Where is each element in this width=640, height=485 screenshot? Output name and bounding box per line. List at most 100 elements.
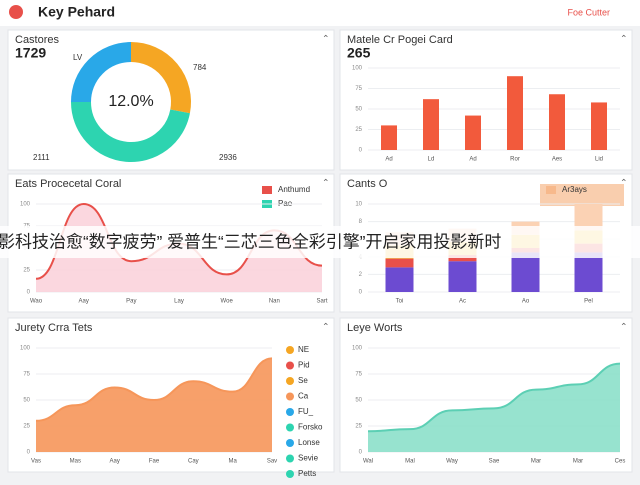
- legend-label: Sevie: [298, 454, 319, 463]
- x-tick-label: Vas: [31, 459, 41, 465]
- y-tick-label: 0: [27, 290, 31, 296]
- collapse-icon: ⌃: [620, 33, 628, 43]
- x-tick-label: Toi: [396, 299, 404, 305]
- legend-swatch: [286, 392, 294, 401]
- y-tick-label: 25: [23, 424, 30, 430]
- kpi: 1729: [15, 45, 46, 61]
- banner-bg: [0, 226, 640, 258]
- collapse-icon: ⌃: [322, 33, 330, 43]
- y-tick-label: 0: [359, 148, 363, 154]
- bar: [465, 115, 481, 150]
- area-fill: [368, 363, 620, 452]
- x-tick-label: Ad: [469, 157, 476, 163]
- bar: [549, 94, 565, 150]
- x-tick-label: Woe: [221, 299, 234, 305]
- x-tick-label: Mal: [405, 459, 415, 465]
- legend-swatch: [262, 186, 272, 194]
- panel-title: Matele Cr Pogei Card: [347, 34, 453, 46]
- x-tick-label: Nan: [269, 299, 280, 305]
- y-tick-label: 25: [355, 127, 362, 133]
- y-tick-label: 10: [355, 202, 362, 208]
- donut-annotation: LV: [73, 53, 83, 62]
- donut-center: 12.0%: [108, 93, 153, 110]
- legend-label: Forsko: [298, 423, 323, 432]
- y-tick-label: 50: [355, 398, 362, 404]
- y-tick-label: 100: [352, 66, 363, 72]
- panel-title: Jurety Crra Tets: [15, 322, 93, 334]
- y-tick-label: 75: [355, 372, 362, 378]
- donut-segment: [71, 42, 132, 103]
- legend-swatch: [286, 377, 294, 385]
- panel: [7, 29, 335, 171]
- y-tick-label: 50: [23, 398, 30, 404]
- y-tick-label: 0: [359, 450, 363, 456]
- bar-segment: [574, 252, 603, 292]
- x-tick-label: Ma: [228, 459, 237, 465]
- legend-swatch: [286, 423, 294, 432]
- legend-label: Anthumd: [278, 185, 310, 194]
- y-tick-label: 75: [23, 372, 30, 378]
- x-tick-label: Sart: [316, 299, 327, 305]
- panel-title: Eats Procecetal Coral: [15, 178, 121, 190]
- legend-swatch: [286, 408, 294, 416]
- legend-swatch: [286, 470, 294, 478]
- x-tick-label: Pel: [584, 299, 593, 305]
- x-tick-label: Ad: [385, 157, 392, 163]
- legend-swatch: [286, 346, 294, 354]
- y-tick-label: 2: [359, 272, 363, 278]
- area-fill: [36, 358, 272, 452]
- x-tick-label: Sav: [267, 459, 277, 465]
- x-tick-label: Mar: [531, 459, 541, 465]
- y-tick-label: 8: [359, 219, 363, 225]
- bar: [423, 99, 439, 150]
- legend-label: Se: [298, 376, 308, 385]
- y-tick-label: 0: [359, 290, 363, 296]
- x-tick-label: Mar: [573, 459, 583, 465]
- x-tick-label: Cay: [188, 459, 199, 465]
- legend-swatch: [546, 186, 556, 194]
- legend-label: Lonse: [298, 438, 320, 447]
- legend-swatch: [286, 439, 294, 447]
- x-tick-label: Way: [446, 459, 458, 465]
- bar: [591, 102, 607, 150]
- bar: [507, 76, 523, 150]
- legend-label: Petts: [298, 469, 316, 478]
- y-tick-label: 100: [20, 346, 31, 352]
- x-tick-label: Ld: [428, 157, 435, 163]
- donut-segment: [71, 101, 190, 162]
- collapse-icon: ⌃: [620, 321, 628, 331]
- bar-segment: [385, 267, 414, 292]
- kpi: 265: [347, 45, 371, 61]
- bar: [381, 125, 397, 150]
- y-tick-label: 100: [20, 202, 31, 208]
- logo: [9, 5, 23, 19]
- panel-title: Cants O: [347, 178, 388, 190]
- donut-annotation: 2111: [33, 153, 50, 162]
- x-tick-label: Mas: [70, 459, 81, 465]
- y-tick-label: 75: [355, 86, 362, 92]
- bar-segment: [511, 252, 540, 292]
- y-tick-label: 25: [23, 268, 30, 274]
- donut-segment: [130, 42, 191, 114]
- x-tick-label: Ror: [510, 157, 520, 163]
- donut-annotation: 784: [193, 63, 207, 72]
- legend-swatch: [286, 454, 294, 463]
- legend-box: [540, 184, 624, 206]
- banner-text: 影科技治愈“数字疲劳” 爱普生“三芯三色全彩引擎”开启家用投影新时: [0, 232, 501, 251]
- x-tick-label: Ces: [615, 459, 626, 465]
- collapse-icon: ⌃: [322, 177, 330, 187]
- bar-segment: [448, 261, 477, 292]
- x-tick-label: Wao: [30, 299, 43, 305]
- x-tick-label: Aes: [552, 157, 562, 163]
- legend-label: NE: [298, 345, 309, 354]
- panel-title: Castores: [15, 34, 60, 46]
- header-link[interactable]: Foe Cutter: [567, 7, 610, 17]
- x-tick-label: Pay: [126, 299, 136, 305]
- x-tick-label: Wal: [363, 459, 373, 465]
- x-tick-label: Aay: [109, 459, 119, 465]
- y-tick-label: 0: [27, 450, 31, 456]
- x-tick-label: Fae: [149, 459, 160, 465]
- legend-label: Ar3ays: [562, 185, 587, 194]
